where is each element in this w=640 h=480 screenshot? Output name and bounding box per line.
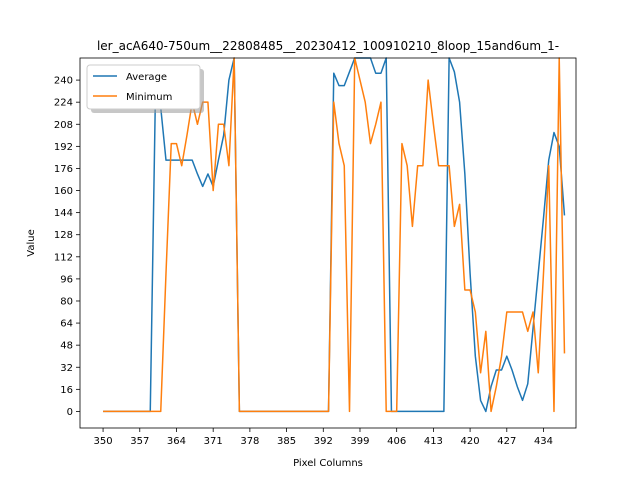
x-tick-label: 350 [94,436,113,447]
x-tick-label: 357 [130,436,149,447]
y-tick-label: 192 [54,142,73,153]
x-tick-label: 364 [167,436,186,447]
x-tick-label: 371 [204,436,223,447]
y-tick-label: 96 [60,274,73,285]
x-tick-label: 392 [314,436,333,447]
x-tick-label: 413 [424,436,443,447]
x-tick-label: 385 [277,436,296,447]
y-tick-label: 16 [60,385,73,396]
y-tick-label: 176 [54,164,73,175]
y-tick-label: 128 [54,230,73,241]
y-tick-label: 64 [60,319,73,330]
y-tick-label: 224 [54,98,73,109]
y-tick-label: 160 [54,186,73,197]
chart-title: ler_acA640-750um__22808485__20230412_100… [97,39,559,53]
y-tick-label: 0 [67,407,73,418]
legend-label-minimum: Minimum [126,92,172,103]
x-tick-label: 434 [534,436,553,447]
series-line-minimum [103,57,566,413]
legend-entries: Average Minimum [93,72,172,103]
y-axis-label: Value [26,229,37,256]
x-tick-label: 378 [240,436,259,447]
plot-frame [79,57,577,429]
legend: Average Minimum [86,64,204,113]
x-tick-label: 399 [350,436,369,447]
axes-layer: 350 357 364 371 378 385 392 399 406 413 420 427 434 0… [54,76,553,447]
series-layer [103,57,566,413]
x-tick-label: 427 [497,436,516,447]
y-tick-label: 48 [60,341,73,352]
y-tick-label: 240 [54,76,73,87]
y-tick-label: 144 [54,208,73,219]
legend-label-average: Average [126,72,167,83]
y-tick-label: 208 [54,120,73,131]
x-tick-label: 406 [387,436,406,447]
x-tick-label: 420 [461,436,480,447]
y-tick-label: 80 [60,296,73,307]
y-tick-label: 32 [60,363,73,374]
x-axis-label: Pixel Columns [293,458,363,469]
y-tick-label: 112 [54,252,73,263]
